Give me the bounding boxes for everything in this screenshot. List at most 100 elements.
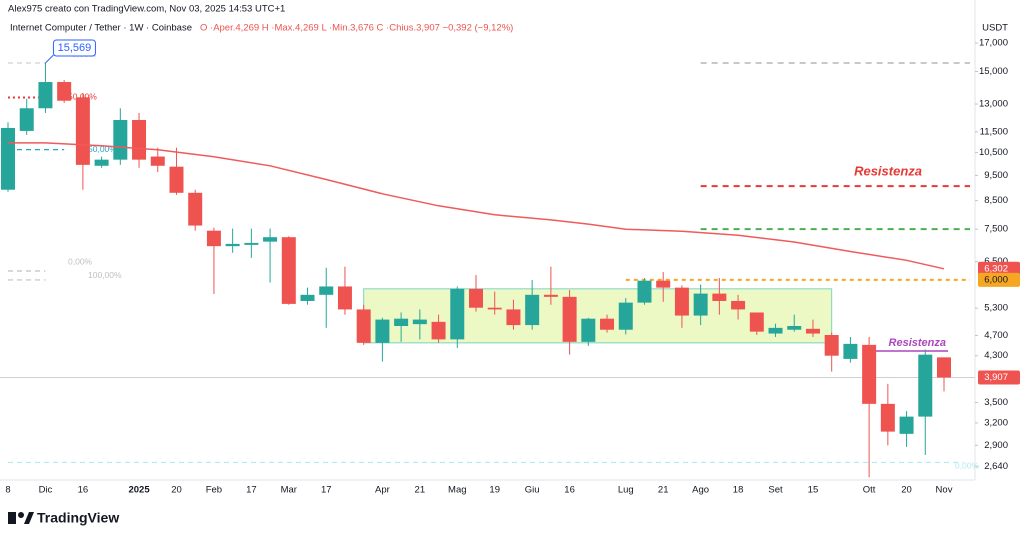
y-tick-label: 17,000 — [979, 38, 1008, 49]
candle-body — [75, 97, 90, 165]
header: Alex975 creato con TradingView.com, Nov … — [8, 4, 285, 15]
candle-body — [862, 344, 877, 404]
candle-body — [19, 108, 34, 131]
candle-body — [132, 119, 147, 160]
x-tick-label: 19 — [489, 485, 500, 496]
candle-body — [937, 357, 951, 378]
x-tick-label: Giu — [525, 485, 540, 496]
candle-body — [506, 309, 521, 326]
logo: TradingView — [8, 510, 119, 526]
candle-body — [150, 156, 165, 166]
y-tick-label: 4,300 — [984, 350, 1008, 361]
candle-body — [337, 286, 352, 310]
candle-body — [880, 403, 895, 432]
x-tick-label: 16 — [564, 485, 575, 496]
x-tick-label: 17 — [321, 485, 332, 496]
candle-body — [469, 288, 483, 308]
candle-body — [712, 293, 727, 301]
price-label: 3,907 — [984, 372, 1008, 383]
candle-body — [38, 82, 53, 109]
high-marker-box — [52, 39, 96, 57]
y-tick-label: 8,500 — [984, 195, 1008, 206]
candle-body — [618, 302, 633, 330]
fib-label: 100,00% — [88, 270, 122, 280]
x-tick-label: 21 — [415, 485, 426, 496]
candle-body — [375, 319, 390, 343]
x-tick-label: Nov — [936, 485, 953, 496]
candle-body — [57, 82, 72, 101]
x-tick-label: Set — [768, 485, 783, 496]
candle-body — [805, 328, 820, 334]
high-marker-label: 15,569 — [58, 42, 92, 54]
logo-mark — [24, 512, 34, 524]
x-tick-label: 2025 — [128, 485, 150, 496]
moving-average — [8, 142, 945, 270]
candle-body — [244, 242, 259, 245]
x-tick-label: 16 — [78, 485, 89, 496]
y-tick-label: 9,500 — [984, 170, 1008, 181]
y-tick-label: 15,000 — [979, 66, 1008, 77]
candle-body — [656, 280, 671, 288]
y-tick-label: 7,500 — [984, 224, 1008, 235]
candle-body — [169, 166, 184, 193]
y-tick-label: 4,700 — [984, 330, 1008, 341]
candle-body — [431, 321, 446, 340]
high-marker-line — [45, 54, 54, 64]
candle-body — [899, 416, 914, 434]
x-tick-label: Mag — [448, 485, 466, 496]
candle-body — [113, 119, 128, 160]
currency: USDT — [982, 23, 1008, 34]
logo-mark — [18, 512, 24, 518]
y-tick-label: 13,000 — [979, 99, 1008, 110]
x-tick-label: Lug — [618, 485, 634, 496]
x-tick-label: Apr — [375, 485, 390, 496]
candle-body — [94, 159, 109, 166]
fib-label: 0,00% — [68, 256, 93, 266]
x-tick-label: 20 — [901, 485, 912, 496]
candle-body — [394, 318, 409, 326]
price-label: 6,000 — [984, 274, 1008, 285]
candle-body — [693, 293, 708, 316]
candle-body — [731, 300, 746, 310]
y-tick-label: 3,500 — [984, 397, 1008, 408]
candle-body — [225, 243, 240, 247]
x-tick-label: Feb — [206, 485, 222, 496]
price-label: 6,302 — [984, 263, 1008, 274]
candle-body — [674, 287, 689, 316]
price-label-box — [978, 272, 1020, 287]
x-tick-label: Ott — [863, 485, 876, 496]
x-tick-label: 21 — [658, 485, 669, 496]
x-tick-label: 15 — [808, 485, 819, 496]
x-tick-label: 20 — [171, 485, 182, 496]
candle-body — [918, 354, 933, 417]
candle-body — [787, 325, 802, 330]
candle-body — [637, 280, 652, 303]
candle-body — [581, 318, 596, 342]
x-tick-label: Dic — [39, 485, 53, 496]
candle-body — [487, 307, 502, 310]
logo-mark — [8, 512, 16, 524]
candle-body — [263, 237, 278, 242]
y-tick-label: 2,900 — [984, 440, 1008, 451]
y-tick-label: 11,500 — [980, 126, 1008, 137]
candle-body — [206, 230, 221, 247]
y-tick-label: 3,200 — [984, 417, 1008, 428]
candle-body — [843, 343, 858, 359]
level-label: Resistenza — [889, 337, 946, 349]
candle-body — [319, 286, 334, 295]
y-tick-label: 5,300 — [984, 303, 1008, 314]
price-label-box — [978, 261, 1020, 276]
brand: TradingView — [37, 510, 119, 526]
candle-body — [749, 312, 764, 332]
candle-body — [768, 327, 783, 334]
candle-body — [188, 192, 203, 226]
ohlc-legend: O ·Aper.4,269 H ·Max.4,269 L ·Min.3,676 … — [200, 23, 513, 34]
title: Internet Computer / Tether · 1W · Coinba… — [10, 23, 192, 34]
y-tick-label: 2,640 — [984, 461, 1008, 472]
candle-body — [412, 319, 427, 325]
fib-label: 50,00% — [88, 144, 117, 154]
candle-body — [600, 318, 615, 330]
candle-body — [450, 288, 465, 340]
candle-body — [543, 294, 558, 297]
